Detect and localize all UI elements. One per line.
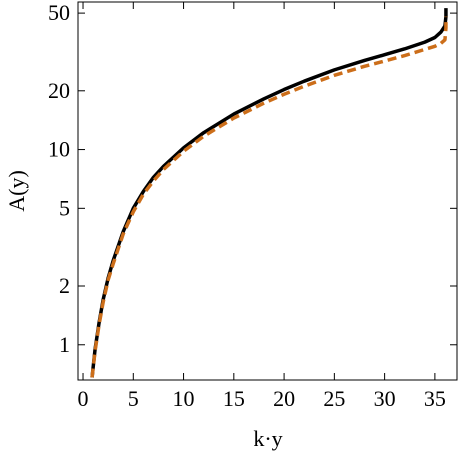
y-tick-label: 2 (59, 273, 70, 298)
line-series (90, 8, 448, 378)
x-tick-label: 15 (223, 386, 245, 411)
y-tick-label: 1 (59, 332, 70, 357)
y-tick-label: 20 (48, 78, 70, 103)
x-tick-label: 25 (323, 386, 345, 411)
x-tick-label: 10 (173, 386, 195, 411)
x-tick-label: 5 (128, 386, 139, 411)
x-tick-label: 20 (273, 386, 295, 411)
x-tick-label: 30 (374, 386, 396, 411)
y-tick-label: 10 (48, 137, 70, 162)
plot-frame (77, 1, 458, 381)
y-axis-label: A(y) (4, 170, 29, 212)
y-tick-label: 5 (59, 195, 70, 220)
line-series (90, 16, 448, 378)
y-tick-label: 50 (48, 0, 70, 25)
x-tick-label: 35 (424, 386, 446, 411)
x-tick-label: 0 (78, 386, 89, 411)
x-axis-label: k·y (253, 426, 282, 451)
